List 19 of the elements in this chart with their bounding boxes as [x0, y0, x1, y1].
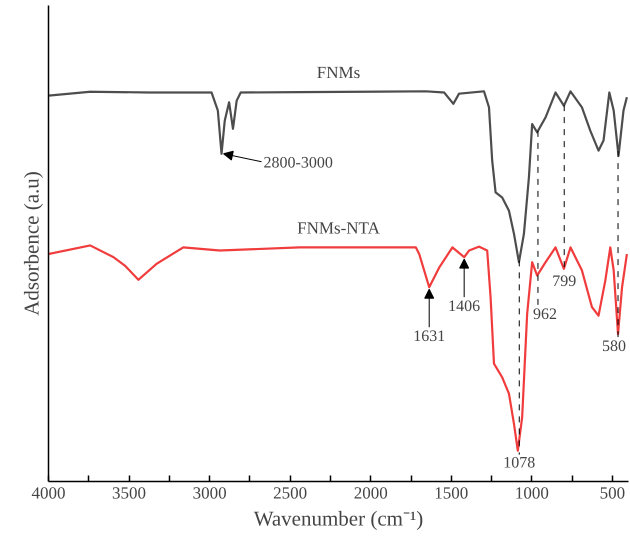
x-tick-label: 3000 — [192, 484, 227, 502]
annotation: 1406 — [448, 298, 480, 316]
annotation: 1631 — [413, 328, 446, 346]
series-label: FNMs — [316, 62, 360, 82]
ref-line-label: 962 — [532, 306, 557, 324]
y-axis-title: Adsorbence (a.u) — [20, 171, 44, 316]
x-tick-label: 1000 — [514, 484, 549, 502]
ref-line-label: 1078 — [503, 454, 536, 472]
x-tick-label: 500 — [600, 484, 626, 502]
ref-line-label: 799 — [552, 272, 576, 290]
x-tick-label: 4000 — [32, 484, 66, 502]
x-axis-title: Wavenumber (cm⁻¹) — [254, 506, 424, 530]
series-label: FNMs-NTA — [297, 218, 381, 238]
x-tick-label: 2500 — [273, 484, 308, 502]
annotation: 580 — [602, 338, 626, 356]
annotation: 2800-3000 — [264, 154, 333, 172]
x-tick-label: 1500 — [434, 484, 468, 502]
x-tick-label: 2000 — [354, 484, 388, 502]
x-tick-label: 3500 — [112, 484, 146, 502]
